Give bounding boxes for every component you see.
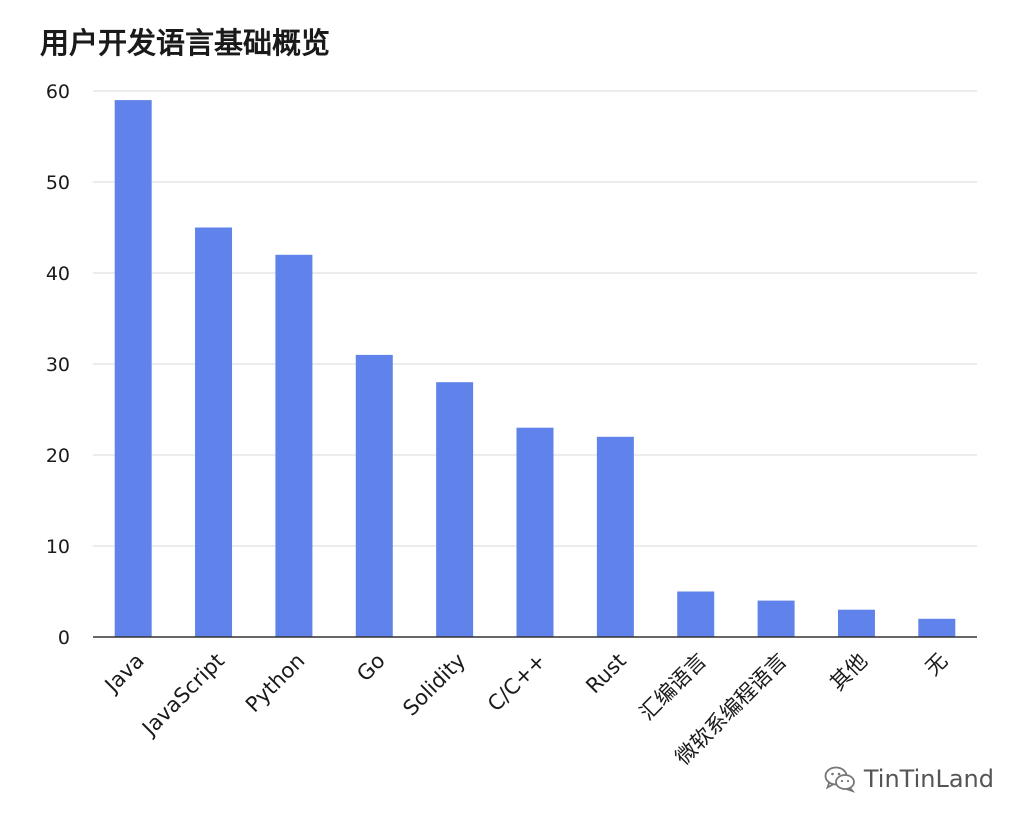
x-tick-label: 无: [921, 649, 953, 681]
x-tick-label: 其他: [825, 649, 872, 696]
y-tick-label: 50: [46, 172, 70, 194]
x-tick-label: Rust: [581, 649, 631, 699]
bar: [516, 427, 554, 637]
x-tick-label: Python: [241, 649, 309, 717]
x-tick-label: 汇编语言: [635, 649, 711, 725]
x-tick-label: Go: [352, 649, 390, 687]
wechat-icon: [824, 766, 856, 793]
y-tick-label: 20: [46, 445, 70, 467]
y-tick-label: 40: [46, 263, 70, 285]
y-tick-label: 60: [46, 81, 70, 103]
y-axis-ticks: 0 10 20 30 40 50 60: [46, 81, 70, 649]
bar: [918, 618, 956, 637]
bar: [114, 100, 152, 638]
bar: [837, 609, 875, 637]
bar: [596, 436, 634, 637]
bar: [275, 254, 313, 638]
bar: [757, 600, 795, 637]
bar: [677, 591, 715, 637]
watermark-text: TinTinLand: [863, 765, 994, 793]
x-tick-label: Solidity: [398, 649, 470, 721]
x-tick-label: JavaScript: [136, 649, 229, 742]
bar: [195, 227, 233, 637]
y-tick-label: 0: [58, 627, 70, 649]
chart-title: 用户开发语言基础概览: [40, 26, 331, 60]
watermark: TinTinLand: [824, 765, 994, 793]
bars: [114, 100, 956, 638]
x-tick-label: C/C++: [483, 649, 551, 717]
bar: [355, 354, 393, 637]
y-tick-label: 10: [46, 536, 70, 558]
y-tick-label: 30: [46, 354, 70, 376]
x-tick-label: Java: [99, 649, 149, 699]
bar: [436, 382, 474, 637]
